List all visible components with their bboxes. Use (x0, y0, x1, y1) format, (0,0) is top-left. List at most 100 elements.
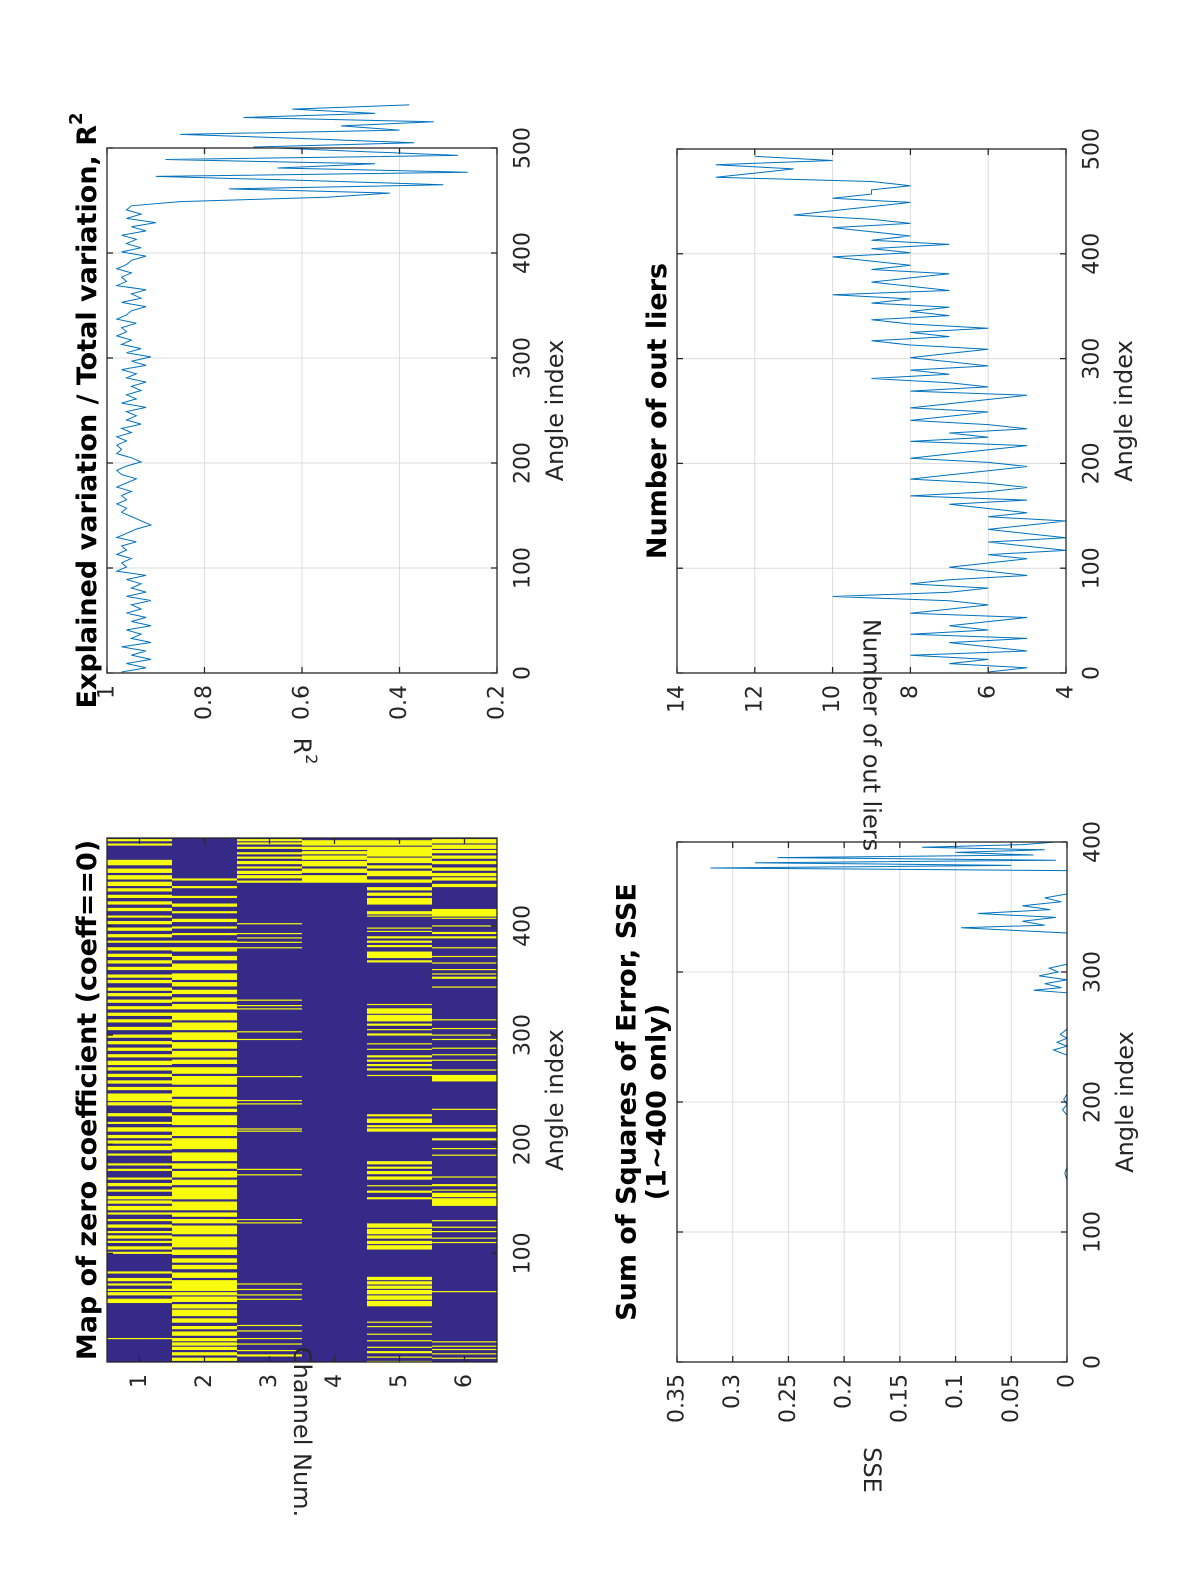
heatmap-cell (237, 923, 302, 925)
y-tick-label: 1 (95, 685, 120, 699)
heatmap-cell (172, 1032, 237, 1040)
axes-box (676, 148, 1067, 674)
heatmap-cell (107, 1182, 172, 1187)
x-tick-label: 400 (1081, 821, 1106, 863)
heatmap-cell (432, 1241, 497, 1244)
heatmap-cell (172, 989, 237, 995)
heatmap-cell (367, 1325, 432, 1328)
heatmap-cell (172, 1352, 237, 1356)
y-tick-label: 0.2 (485, 685, 510, 720)
y-tick-label: 0.3 (720, 1374, 745, 1409)
heatmap-cell (172, 1022, 237, 1031)
heatmap-cell (367, 1170, 432, 1175)
heatmap-cell (107, 979, 172, 984)
heatmap-cell (107, 934, 172, 938)
heatmap-cell (107, 875, 172, 880)
heatmap-cell (107, 1277, 172, 1282)
heatmap-cell (107, 1026, 172, 1031)
heatmap-cell (107, 1298, 172, 1304)
heatmap-cell (172, 1187, 237, 1200)
heatmap-cell (237, 856, 302, 859)
heatmap-cell (172, 1152, 237, 1162)
heatmap-cell (367, 1197, 432, 1200)
heatmap-cell (107, 966, 172, 971)
y-tick-label: 1 (127, 1374, 152, 1388)
heatmap-cell (107, 1200, 172, 1204)
heatmap-cell (237, 1005, 302, 1007)
heatmap-cell (367, 865, 432, 869)
heatmap-cell (367, 940, 432, 943)
y-tick-label: 8 (898, 685, 923, 699)
heatmap-cell (432, 1138, 497, 1141)
y-tick-label: 4 (322, 1374, 347, 1388)
heatmap-cell (172, 918, 237, 923)
y-tick-label: 3 (257, 1374, 282, 1388)
x-tick-label: 200 (511, 442, 536, 484)
y-tick-label: 0.6 (290, 685, 315, 720)
heatmap-cell (432, 1027, 497, 1030)
heatmap-cell (172, 1042, 237, 1049)
heatmap-cell (172, 1212, 237, 1217)
heatmap-cell (432, 1108, 497, 1110)
heatmap-cell (237, 1288, 302, 1291)
heatmap-cell (367, 1043, 432, 1045)
chart-title: Explained variation / Total variation, R… (66, 112, 103, 708)
heatmap-cell (107, 1060, 172, 1066)
y-tick-label: 0.2 (832, 1374, 857, 1409)
y-axis-label: Number of out liers (858, 619, 886, 851)
heatmap-cell (367, 1074, 432, 1077)
heatmap-cell (172, 1309, 237, 1317)
heatmap-cell (172, 1098, 237, 1107)
heatmap-cell (367, 927, 432, 929)
heatmap-cell (367, 1029, 432, 1031)
heatmap-cell (367, 1223, 432, 1228)
heatmap-cell (432, 1034, 497, 1036)
heatmap-cell (237, 1218, 302, 1221)
heatmap-cell (302, 855, 367, 860)
x-tick-label: 400 (511, 905, 536, 947)
heatmap-cell (107, 1231, 172, 1234)
heatmap-cell (107, 843, 172, 846)
heatmap-cell (107, 1218, 172, 1222)
heatmap-cell (237, 947, 302, 949)
chart-title: Map of zero coefficient (coeff==0) (72, 840, 103, 1360)
heatmap-cell (107, 1080, 172, 1084)
heatmap-cell (432, 962, 497, 964)
y-axis-label: SSE (858, 1447, 886, 1493)
heatmap-cell (172, 1170, 237, 1178)
x-tick-label: 100 (511, 1232, 536, 1274)
x-tick-label: 100 (511, 547, 536, 589)
x-axis-label: Angle index (1111, 1031, 1139, 1173)
heatmap-cell (237, 1298, 302, 1300)
heatmap-cell (432, 883, 497, 888)
heatmap-cell (432, 908, 497, 917)
heatmap-cell (237, 1324, 302, 1327)
chart-title-text: Number of out liers (642, 263, 673, 559)
heatmap-cell (237, 1222, 302, 1224)
heatmap-cell (237, 1103, 302, 1105)
heatmap-cell (367, 1003, 432, 1006)
heatmap-cell (107, 859, 172, 866)
x-axis-label: Angle index (541, 340, 569, 482)
heatmap-cell (107, 1337, 172, 1340)
heatmap-cell (107, 1054, 172, 1058)
heatmap-cell (237, 1294, 302, 1296)
heatmap-cell (367, 1346, 432, 1348)
heatmap-cell (172, 1304, 237, 1309)
r-squared-panel: 0 100 200 300 400 500 0.2 0.4 0.6 0.8 1 Angle index… (66, 104, 569, 764)
heatmap-cell (172, 973, 237, 980)
heatmap-cell (172, 926, 237, 929)
heatmap-cell (107, 1205, 172, 1211)
heatmap-cell (432, 867, 497, 871)
heatmap-cell (172, 955, 237, 961)
heatmap-cell (302, 851, 367, 855)
heatmap-cell (237, 1038, 302, 1041)
heatmap-cell (172, 878, 237, 881)
heatmap-cell (107, 1012, 172, 1016)
chart-title: Sum of Squares of Error, SSE (612, 883, 643, 1321)
heatmap-cell (432, 872, 497, 877)
heatmap-cell (367, 1190, 432, 1193)
heatmap-cell (107, 1271, 172, 1274)
heatmap-cell (172, 1086, 237, 1097)
heatmap-cell (107, 1246, 172, 1250)
